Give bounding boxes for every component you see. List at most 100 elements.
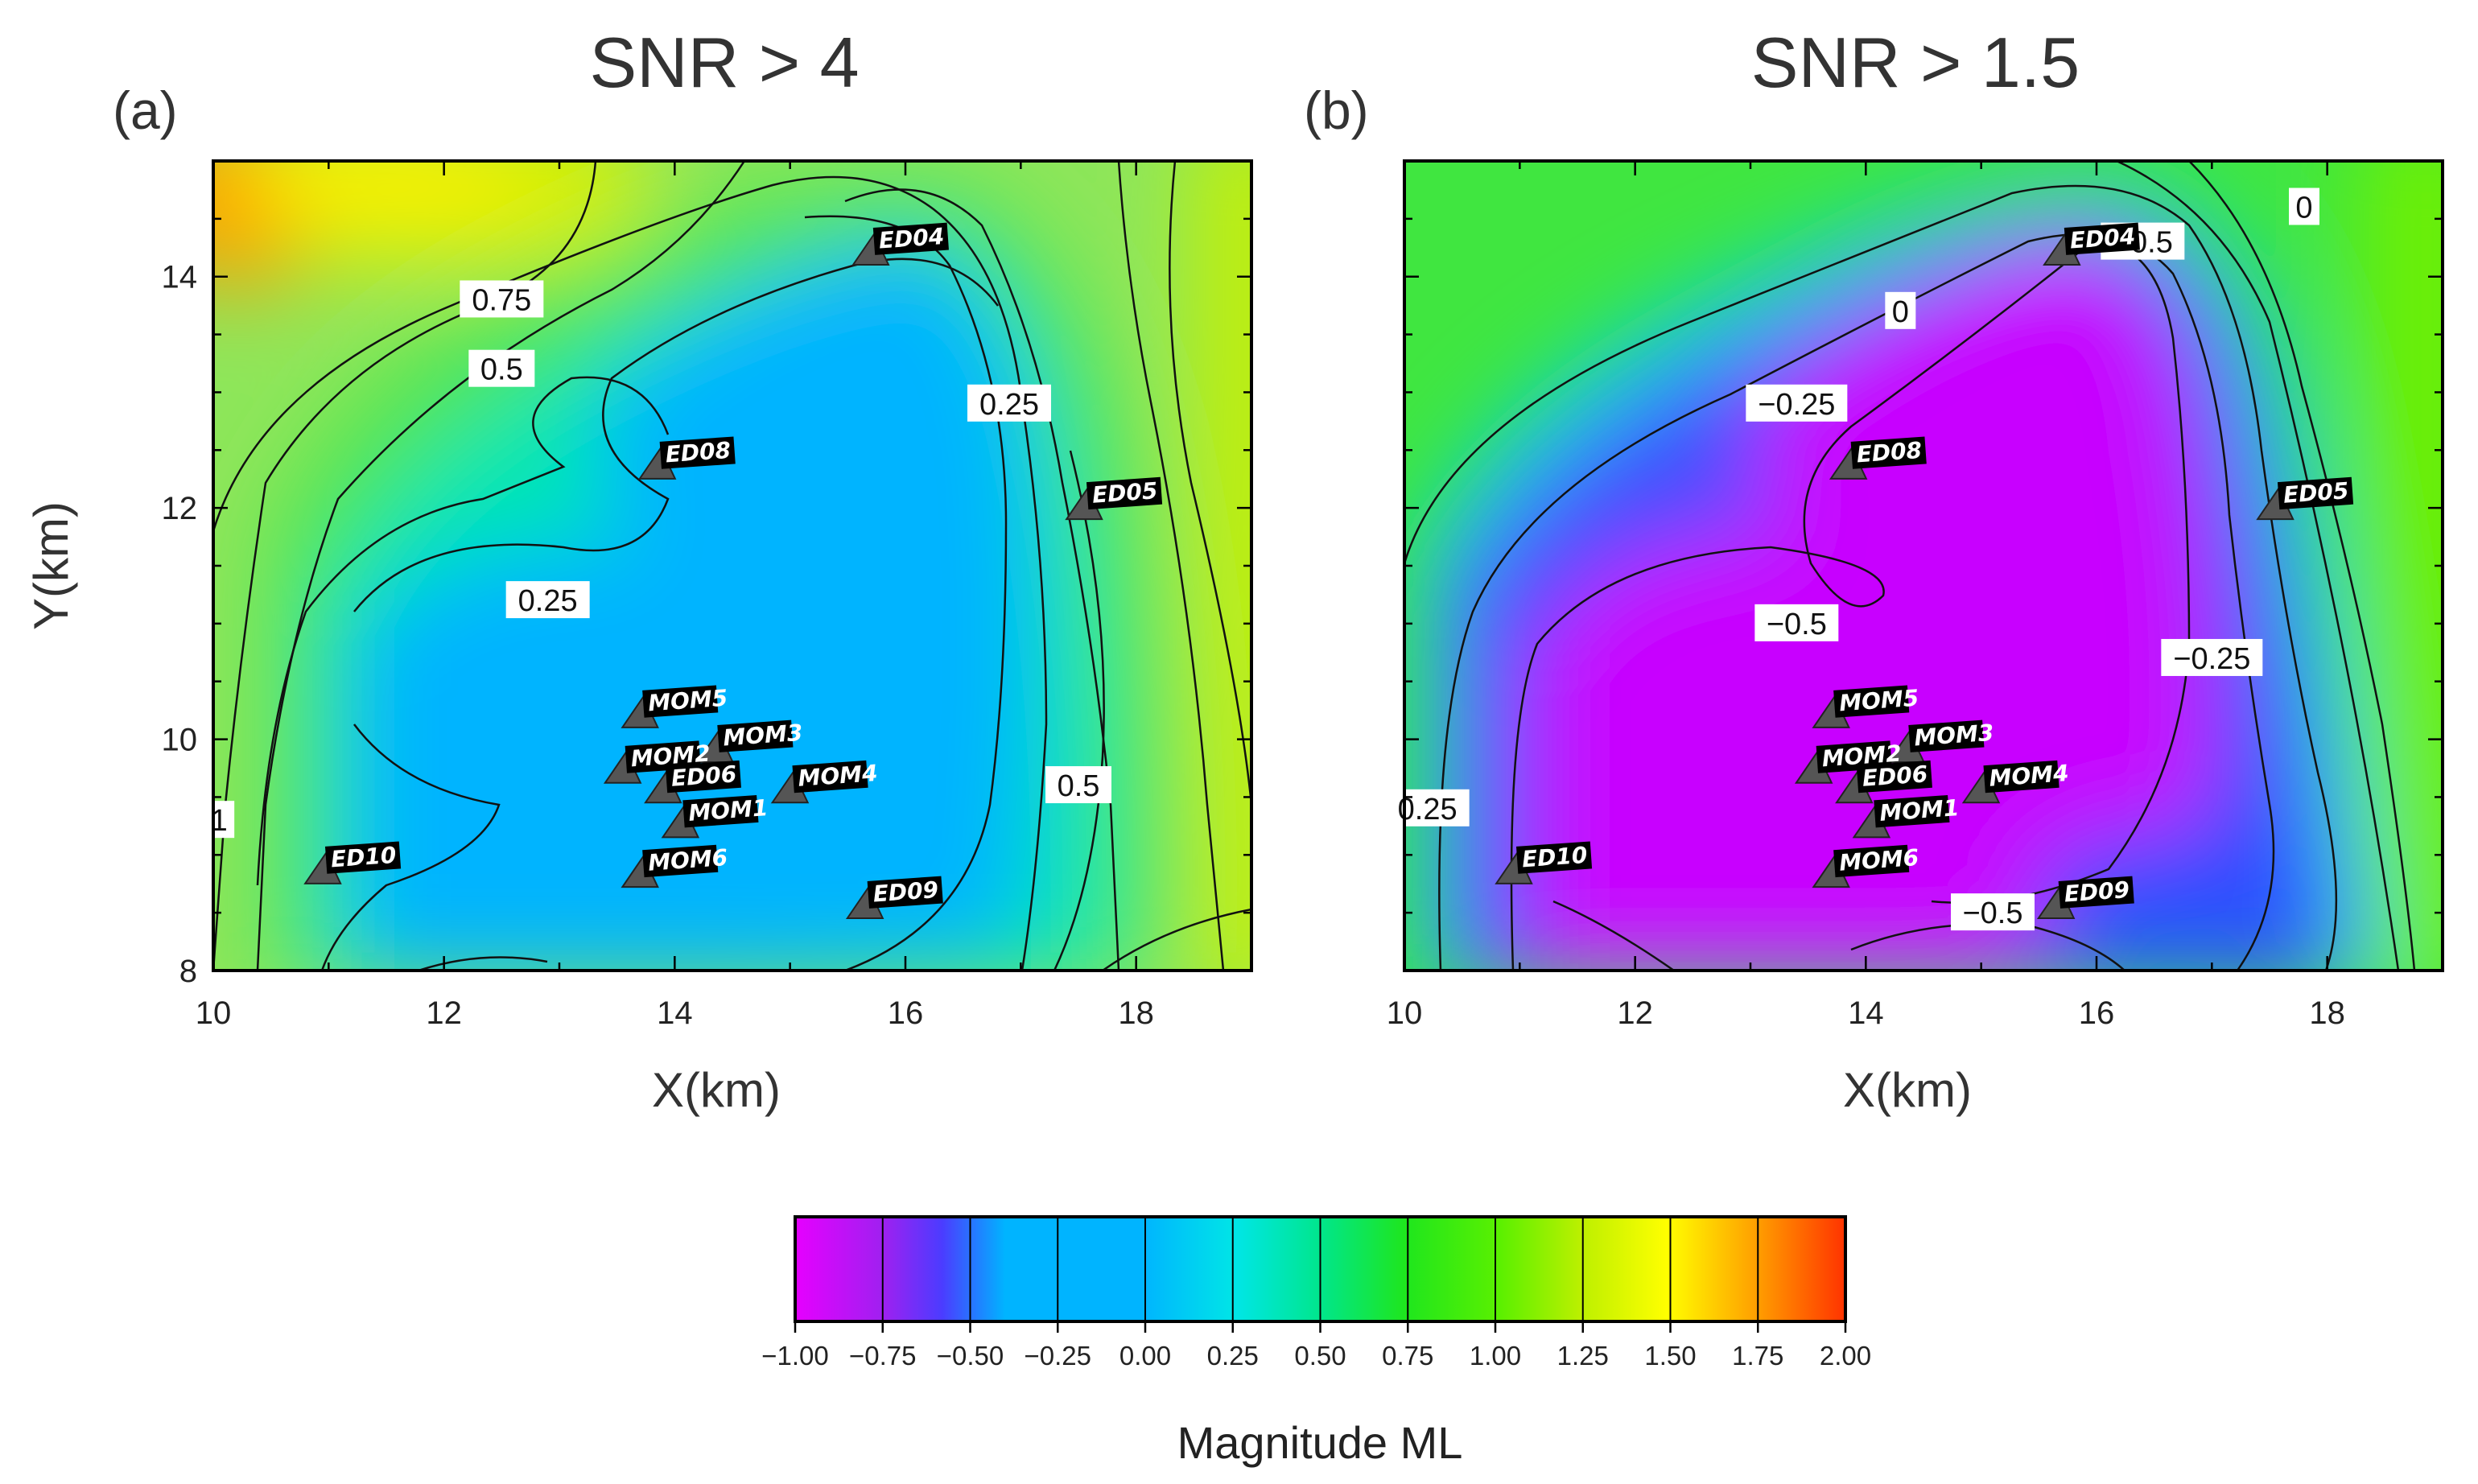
station-label-box bbox=[1908, 719, 1985, 752]
station-label-box bbox=[659, 436, 736, 469]
contour-label-text: 0.5 bbox=[480, 353, 523, 387]
y-tick-label: 8 bbox=[179, 954, 197, 989]
station-label-box bbox=[1983, 760, 2060, 794]
station-label: ED09 bbox=[872, 876, 939, 908]
x-tick-label: 12 bbox=[1617, 996, 1653, 1031]
station-marker: MOM3 bbox=[1886, 719, 1994, 763]
station-label-box bbox=[867, 876, 943, 909]
station-label-box bbox=[1856, 760, 1932, 794]
station-label-box bbox=[792, 760, 868, 794]
colorbar-ticks: −1.00 −0.75 −0.50 −0.25 0.00 0.25 0.50 0.75 1.00… bbox=[761, 1217, 1871, 1371]
station-label-box bbox=[2277, 476, 2354, 510]
station-marker: ED05 bbox=[2256, 476, 2354, 521]
contour-label: 0.75 bbox=[460, 280, 544, 318]
station-label: ED05 bbox=[2282, 477, 2349, 509]
colorbar-tick-label: 1.75 bbox=[1732, 1341, 1783, 1371]
x-tick-label: 16 bbox=[888, 996, 924, 1031]
colorbar-tick-label: 0.75 bbox=[1382, 1341, 1433, 1371]
contour-label: −0.5 bbox=[1754, 604, 1839, 641]
station-label: MOM1 bbox=[1878, 794, 1960, 827]
contour-label-box bbox=[1045, 766, 1111, 804]
contour-label-text: −0.5 bbox=[1962, 897, 2022, 930]
station-label-box bbox=[1850, 436, 1927, 469]
panel-b-label: (b) bbox=[1304, 80, 1369, 140]
contour-label: 0 bbox=[1885, 291, 1916, 329]
panel-a-label: (a) bbox=[113, 80, 178, 140]
contour-label-text: −0.25 bbox=[1758, 388, 1835, 422]
station-label: MOM4 bbox=[797, 760, 878, 792]
station-label-box bbox=[1833, 844, 1910, 878]
station-label: ED10 bbox=[1521, 842, 1588, 873]
station-marker: MOM1 bbox=[661, 794, 769, 839]
contour-label-box bbox=[204, 801, 235, 839]
station-marker: ED04 bbox=[2043, 222, 2140, 266]
colorbar-tick-label: 2.00 bbox=[1820, 1341, 1871, 1371]
contour-label: 0.25 bbox=[967, 384, 1051, 422]
station-marker: ED09 bbox=[2036, 876, 2134, 919]
x-tick-label: 18 bbox=[2309, 996, 2345, 1031]
contour-label-box bbox=[967, 384, 1051, 422]
station-marker: ED08 bbox=[637, 436, 736, 480]
contour-label-box bbox=[468, 349, 535, 387]
x-tick-label: 18 bbox=[1118, 996, 1154, 1031]
panel-b-xlabel: X(km) bbox=[1843, 1063, 1972, 1117]
contour-label-text: 0.5 bbox=[1058, 769, 1100, 803]
x-tick-label: 16 bbox=[2079, 996, 2115, 1031]
station-label: ED10 bbox=[330, 842, 397, 873]
station-label: ED09 bbox=[2064, 876, 2130, 908]
x-tick-label: 10 bbox=[196, 996, 232, 1031]
panel-a-ylabel: Y(km) bbox=[24, 501, 78, 630]
station-label-box bbox=[872, 222, 949, 255]
panel-a-ticklabels: 10 12 14 16 18 8 10 12 14 bbox=[162, 260, 1154, 1031]
contour-label-box bbox=[1746, 384, 1848, 422]
station-marker: ED04 bbox=[851, 222, 949, 266]
contour-label: −0.25 bbox=[2161, 638, 2263, 676]
contour-label-box bbox=[1385, 789, 1470, 827]
station-label: MOM6 bbox=[647, 844, 728, 876]
contour-label-text: 0 bbox=[1892, 295, 1909, 329]
station-marker: ED09 bbox=[845, 876, 943, 919]
colorbar-tick-label: 1.00 bbox=[1470, 1341, 1521, 1371]
station-label: MOM3 bbox=[722, 719, 803, 752]
contour-label-box bbox=[2161, 638, 2263, 676]
contour-label-text: −0.5 bbox=[1767, 608, 1827, 641]
station-label-box bbox=[2064, 222, 2140, 255]
station-label: ED05 bbox=[1091, 477, 1158, 509]
contour-label: −0.5 bbox=[1951, 893, 2035, 931]
station-label: ED06 bbox=[670, 761, 737, 792]
station-label-box bbox=[665, 760, 741, 794]
contour-label-box bbox=[505, 581, 590, 619]
station-marker: MOM5 bbox=[1812, 685, 1919, 728]
x-tick-label: 12 bbox=[426, 996, 462, 1031]
contour-label: 0.25 bbox=[1385, 789, 1470, 827]
panel-b-contour-labels: 0−0.50−0.25−0.5−0.250.25−0.5 bbox=[1385, 188, 2319, 931]
station-marker: MOM4 bbox=[1961, 760, 2070, 804]
contour-label: 0.5 bbox=[468, 349, 535, 387]
station-label-box bbox=[682, 794, 759, 828]
station-marker: MOM6 bbox=[621, 844, 728, 888]
contour-label: 1 bbox=[204, 801, 235, 839]
station-label-box bbox=[1086, 476, 1163, 510]
station-label: MOM6 bbox=[1838, 844, 1919, 876]
station-label-box bbox=[324, 841, 402, 874]
station-label-box bbox=[717, 719, 794, 752]
colorbar-tick-label: −0.25 bbox=[1025, 1341, 1092, 1371]
panel-a-ticks bbox=[212, 159, 1253, 972]
contour-label-text: −0.25 bbox=[2173, 642, 2250, 676]
station-label: ED06 bbox=[1862, 761, 1928, 792]
station-label: ED08 bbox=[665, 437, 732, 468]
x-tick-label: 14 bbox=[1848, 996, 1884, 1031]
contour-label-text: 0.25 bbox=[1398, 793, 1458, 827]
y-tick-label: 14 bbox=[162, 260, 198, 295]
contour-label: 0.25 bbox=[505, 581, 590, 619]
x-tick-label: 10 bbox=[1387, 996, 1423, 1031]
station-label: MOM1 bbox=[687, 794, 769, 827]
colorbar-tick-label: 1.50 bbox=[1644, 1341, 1696, 1371]
panel-a-contour-labels: 0.75 0.5 0.25 0.25 0.5 1 bbox=[204, 280, 1111, 839]
station-label-box bbox=[1874, 794, 1950, 828]
contour-label-text: 0.25 bbox=[979, 388, 1039, 422]
contour-label-box bbox=[1885, 291, 1916, 329]
station-marker: ED10 bbox=[1495, 841, 1593, 884]
